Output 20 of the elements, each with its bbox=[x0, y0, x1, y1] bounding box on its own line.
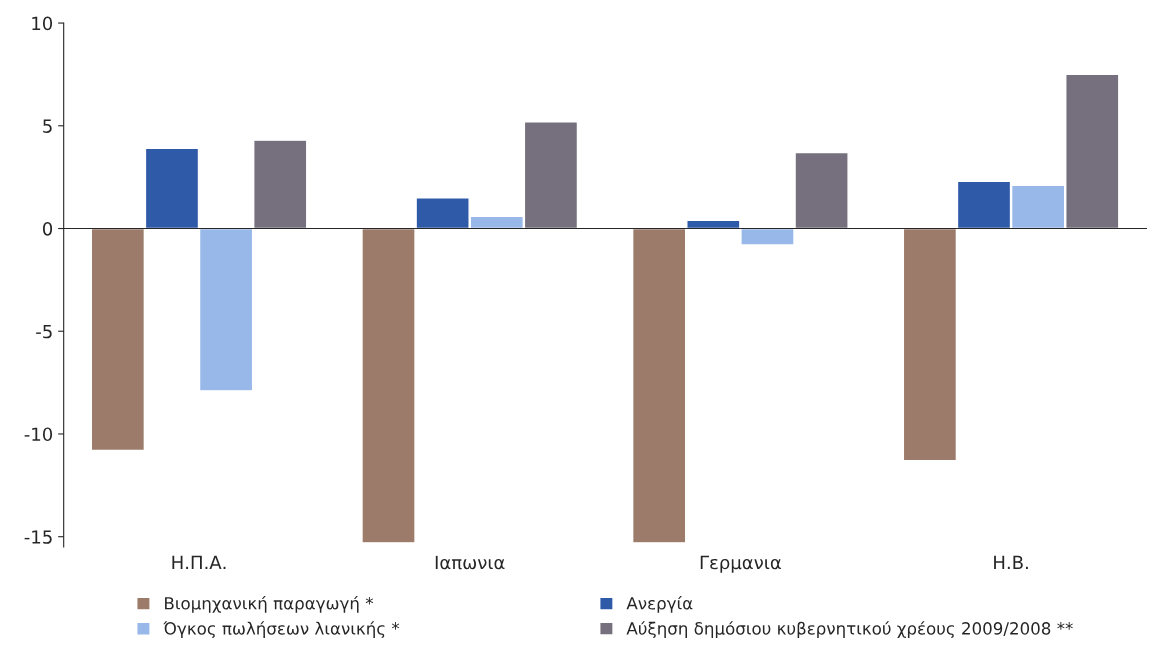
legend-label: Ανεργία bbox=[626, 596, 693, 613]
x-tick-label: Γερμανια bbox=[700, 555, 781, 573]
y-tick-label: -10 bbox=[24, 427, 53, 442]
legend-label: Αύξηση δημόσιου κυβερνητικού χρέους 2009/2008 ** bbox=[626, 621, 1073, 638]
bar bbox=[253, 139, 308, 230]
bar bbox=[144, 147, 200, 230]
y-tick-label: 0 bbox=[42, 221, 53, 236]
y-tick-label: 10 bbox=[32, 16, 53, 31]
legend-label: Όγκος πωλήσεων λιανικής * bbox=[163, 621, 400, 638]
x-tick-label: Η.Β. bbox=[994, 555, 1028, 570]
x-tick-label: Η.Π.Α. bbox=[172, 555, 226, 570]
bar bbox=[631, 227, 687, 544]
bar bbox=[902, 227, 958, 462]
y-tick-label: -5 bbox=[36, 324, 52, 339]
bar bbox=[198, 227, 254, 392]
y-tick-label: 5 bbox=[43, 119, 52, 133]
bar bbox=[90, 227, 146, 452]
legend-label: Βιομηχανική παραγωγή * bbox=[165, 596, 374, 613]
x-tick-label: Ιαπωνια bbox=[435, 555, 505, 570]
y-tick-label: -15 bbox=[24, 530, 52, 544]
